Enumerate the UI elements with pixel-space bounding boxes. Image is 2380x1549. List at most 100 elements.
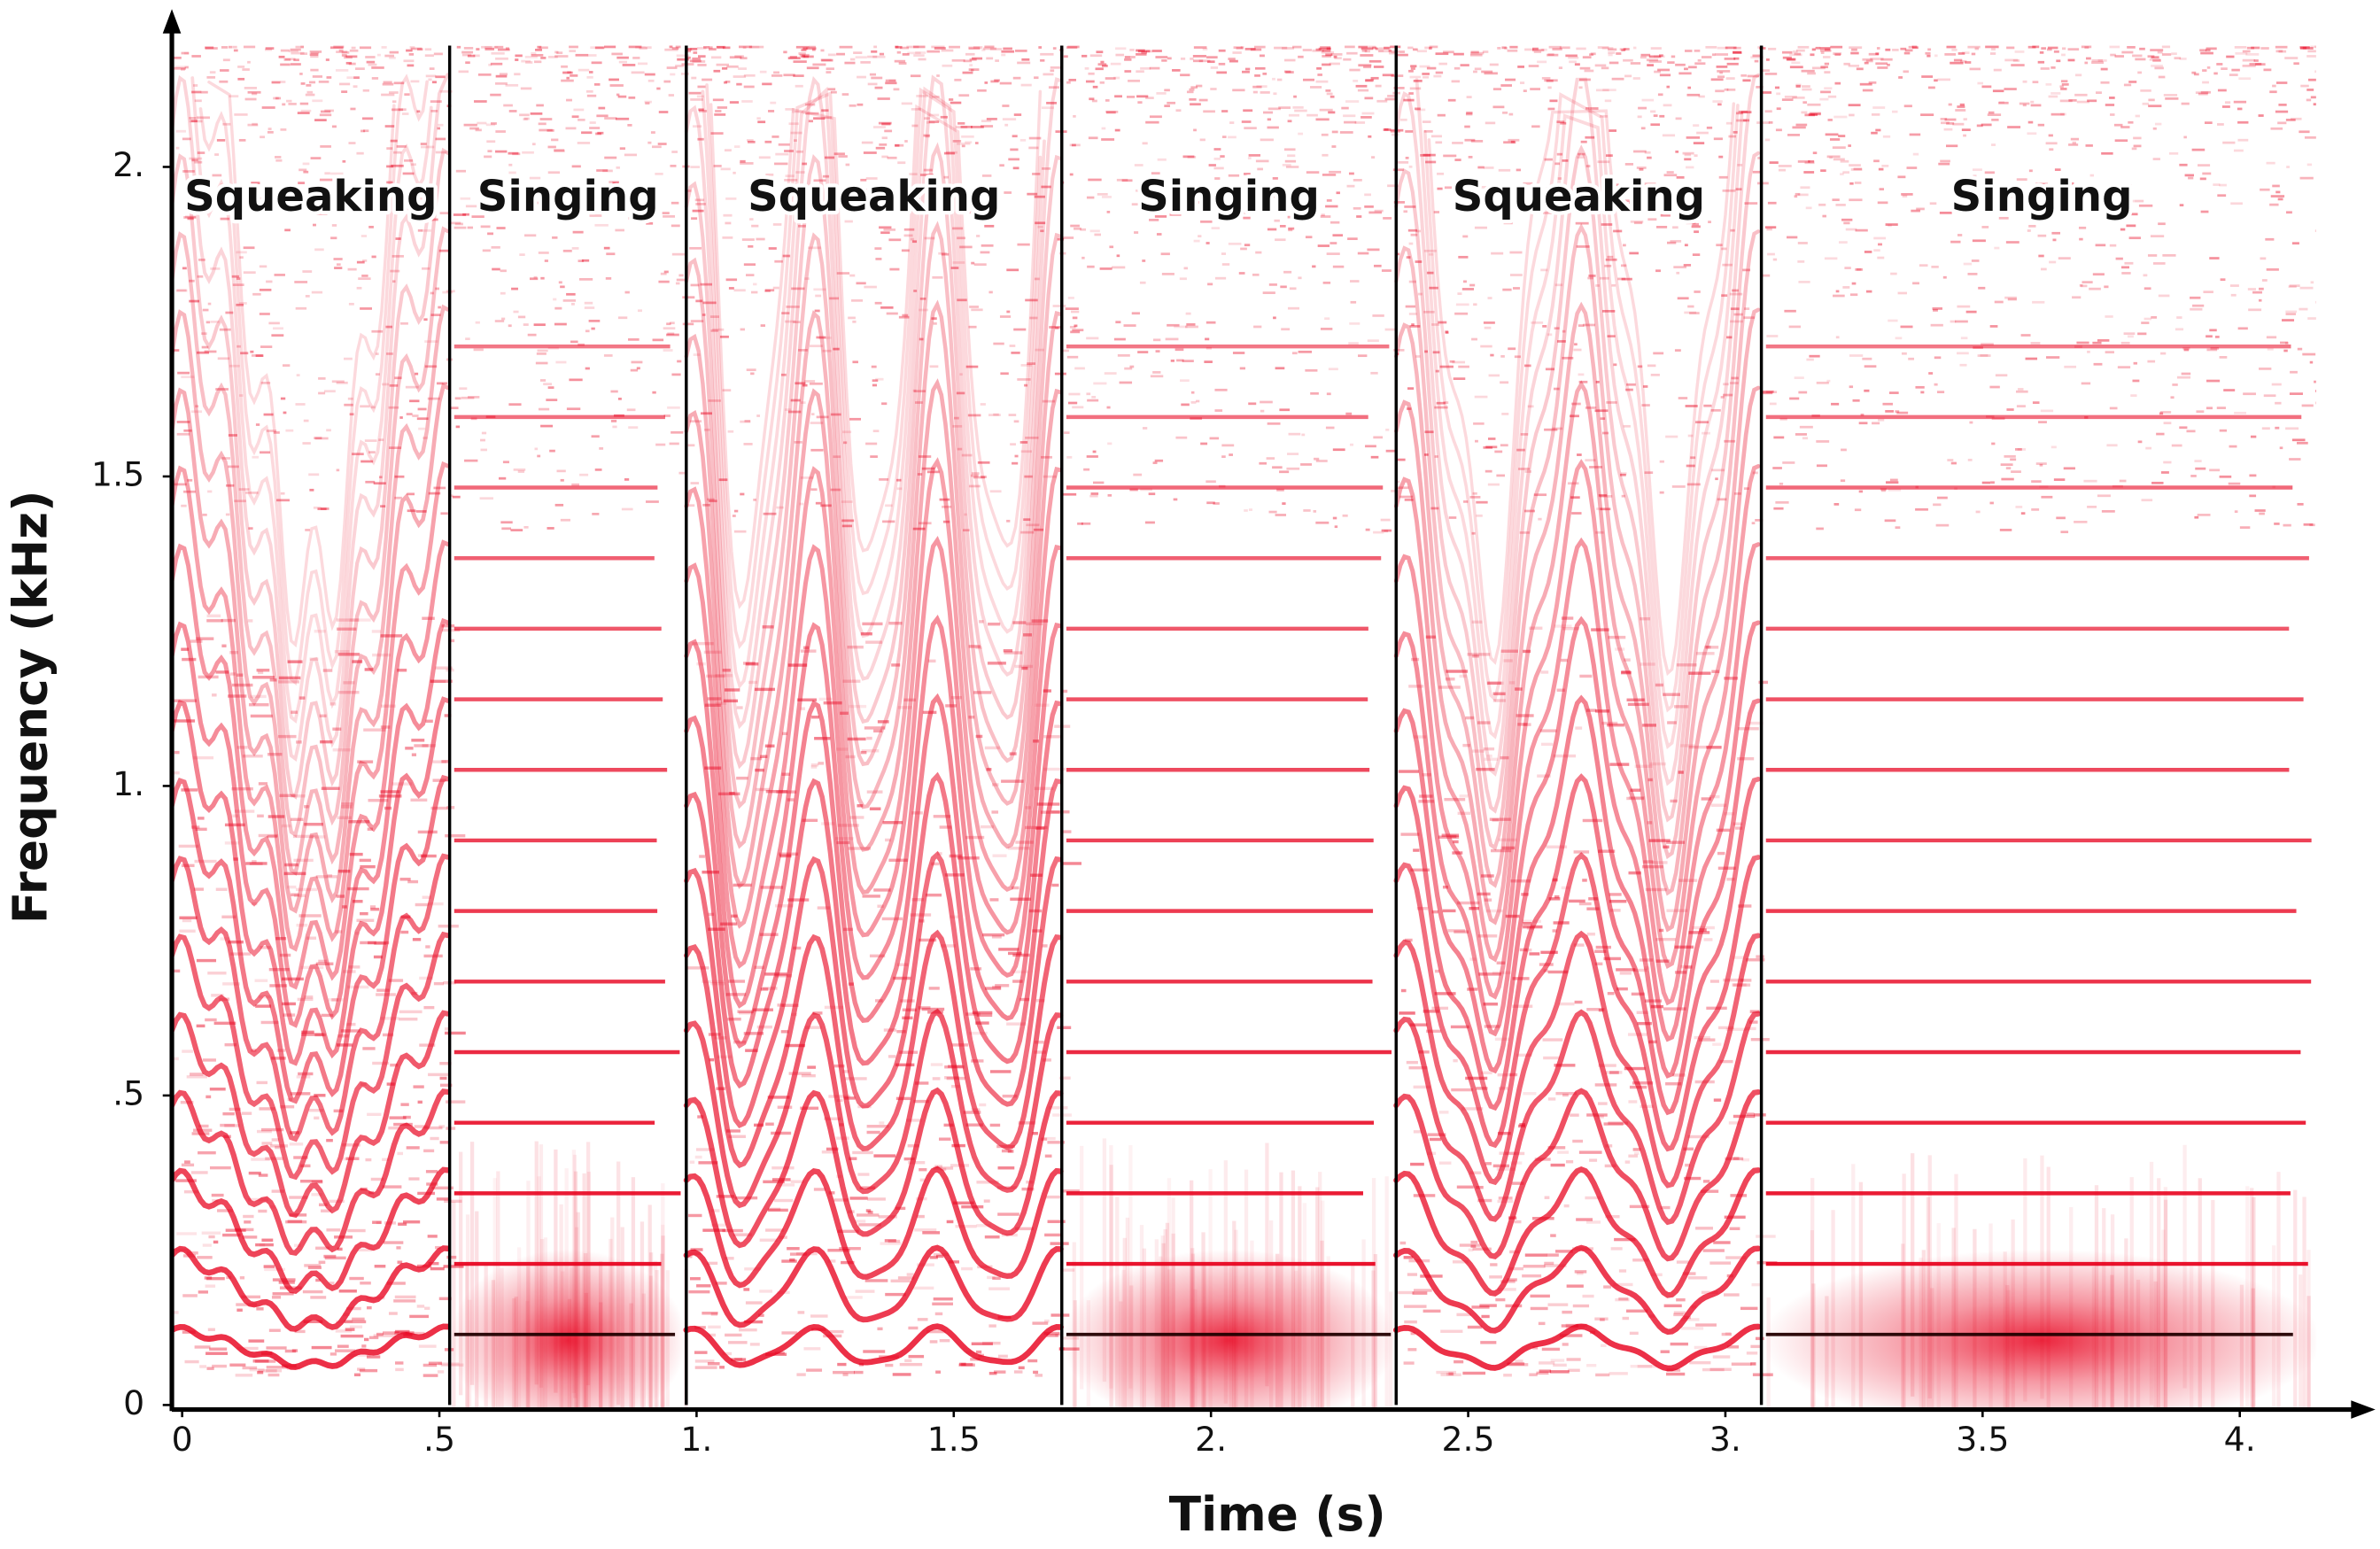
noise-speck [1321,133,1329,136]
noise-speck [336,381,348,384]
noise-speck [1185,312,1191,315]
noise-speck [774,162,788,166]
noise-speck [533,275,538,279]
noise-speck [913,45,926,49]
squeak-speck [380,725,391,729]
squeak-speck [919,938,937,942]
energy-streak [484,1265,488,1412]
noise-speck [2259,368,2272,370]
squeak-speck [1486,754,1492,758]
noise-speck [251,354,263,357]
squeak-speck [1468,1248,1474,1252]
squeak-harmonic [190,76,433,724]
noise-speck [1781,50,1793,54]
squeak-speck [397,1151,404,1156]
noise-speck [260,381,271,384]
noise-speck [1315,521,1330,524]
squeak-speck [1548,897,1561,901]
noise-speck [1385,428,1390,431]
squeak-speck [1595,1373,1610,1377]
noise-speck [1989,325,1998,328]
noise-speck [2190,475,2197,477]
squeak-speck [1616,987,1628,991]
noise-speck [952,140,962,143]
noise-speck [461,396,475,399]
noise-speck [1430,135,1442,138]
noise-speck [282,103,286,106]
noise-speck [2060,88,2067,90]
squeak-speck [686,1255,693,1259]
noise-speck [2307,50,2316,53]
noise-speck [1385,449,1396,453]
squeak-speck [267,834,278,839]
noise-speck [2191,71,2197,74]
squeak-speck [236,673,244,677]
squeak-speck [250,714,273,718]
noise-speck [228,434,237,437]
noise-speck [1969,67,1981,71]
squeak-speck [278,1281,295,1284]
squeak-speck [955,1225,977,1228]
noise-speck [2206,47,2217,50]
squeak-speck [719,1366,725,1369]
squeak-speck [888,1239,901,1243]
noise-speck [423,318,428,321]
noise-speck [2092,341,2102,345]
noise-speck [772,223,782,226]
squeak-speck [764,744,775,748]
noise-speck [1106,406,1111,409]
squeak-speck [271,1057,286,1060]
noise-speck [1458,255,1469,259]
noise-speck [675,45,681,49]
squeak-speck [318,1203,328,1207]
noise-speck [355,67,365,71]
squeak-speck [1031,619,1049,623]
noise-speck [1849,46,1863,50]
noise-speck [2072,296,2082,299]
squeak-speck [971,1059,984,1063]
noise-speck [1606,188,1620,190]
noise-speck [894,143,904,147]
noise-speck [1743,487,1749,491]
energy-streak [1190,1248,1195,1412]
noise-speck [628,217,640,220]
noise-speck [1322,174,1337,176]
noise-speck [2158,294,2170,298]
noise-speck [1485,121,1496,125]
noise-speck [1685,50,1693,52]
noise-speck [637,309,643,313]
noise-speck [1744,307,1750,311]
squeak-speck [1476,767,1495,771]
squeak-speck [337,691,360,694]
noise-speck [677,58,689,61]
noise-speck [1587,276,1593,280]
noise-speck [1531,209,1538,213]
noise-speck [676,54,690,58]
squeak-speck [394,1331,415,1335]
squeak-speck [311,1193,322,1197]
squeak-speck [1561,886,1570,890]
noise-speck [2221,105,2230,108]
squeak-harmonic [172,617,450,1028]
noise-speck [2170,396,2175,399]
noise-speck [695,299,703,303]
squeak-speck [1500,1280,1516,1283]
noise-speck [275,156,282,159]
squeak-speck [1526,926,1534,930]
squeak-speck [771,1131,792,1135]
squeak-speck [987,662,1006,665]
energy-streak [465,1262,469,1412]
noise-speck [236,303,244,306]
squeak-speck [205,1284,216,1288]
noise-speck [383,204,390,206]
noise-speck [719,335,729,338]
noise-speck [1578,152,1585,156]
noise-speck [1974,47,1979,50]
squeak-speck [1503,659,1513,662]
noise-speck [1864,251,1872,253]
noise-speck [2027,120,2034,124]
noise-speck [187,478,193,482]
noise-speck [1743,316,1756,320]
squeak-speck [848,1210,855,1213]
noise-speck [1464,138,1476,142]
